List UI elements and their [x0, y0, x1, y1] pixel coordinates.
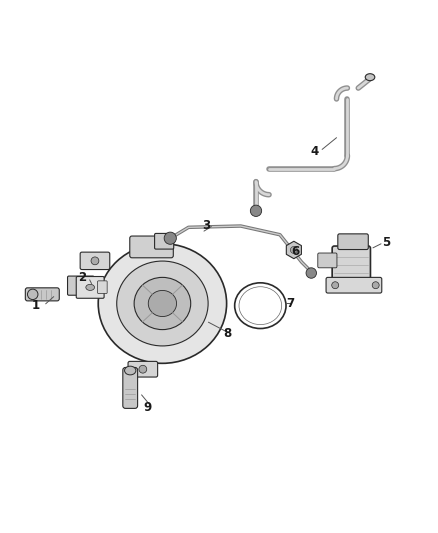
Text: 2: 2 [78, 271, 86, 284]
Circle shape [91, 257, 99, 265]
FancyBboxPatch shape [318, 253, 337, 268]
Text: 3: 3 [202, 219, 210, 232]
Ellipse shape [365, 74, 375, 80]
Ellipse shape [117, 261, 208, 346]
FancyBboxPatch shape [123, 367, 138, 408]
Circle shape [332, 282, 339, 289]
Circle shape [306, 268, 317, 278]
Text: 5: 5 [382, 236, 391, 249]
Circle shape [251, 205, 261, 216]
FancyBboxPatch shape [76, 277, 104, 298]
Ellipse shape [28, 289, 38, 300]
Ellipse shape [124, 366, 136, 375]
Circle shape [139, 365, 147, 373]
Text: 9: 9 [143, 401, 151, 415]
FancyBboxPatch shape [338, 234, 368, 249]
FancyBboxPatch shape [130, 236, 173, 258]
FancyBboxPatch shape [67, 276, 94, 295]
FancyBboxPatch shape [155, 233, 174, 249]
FancyBboxPatch shape [25, 288, 59, 301]
FancyBboxPatch shape [326, 277, 382, 293]
Circle shape [164, 232, 177, 244]
Ellipse shape [148, 290, 177, 317]
FancyBboxPatch shape [332, 246, 371, 282]
Circle shape [372, 282, 379, 289]
Text: 7: 7 [287, 297, 295, 310]
FancyBboxPatch shape [98, 281, 107, 294]
FancyBboxPatch shape [128, 361, 158, 377]
Ellipse shape [98, 244, 226, 364]
Ellipse shape [134, 277, 191, 329]
Circle shape [290, 246, 297, 254]
Ellipse shape [86, 284, 95, 290]
FancyBboxPatch shape [80, 252, 110, 270]
Text: 8: 8 [223, 327, 232, 341]
Text: 4: 4 [311, 144, 319, 158]
Text: 1: 1 [32, 299, 40, 312]
Text: 6: 6 [291, 245, 299, 258]
